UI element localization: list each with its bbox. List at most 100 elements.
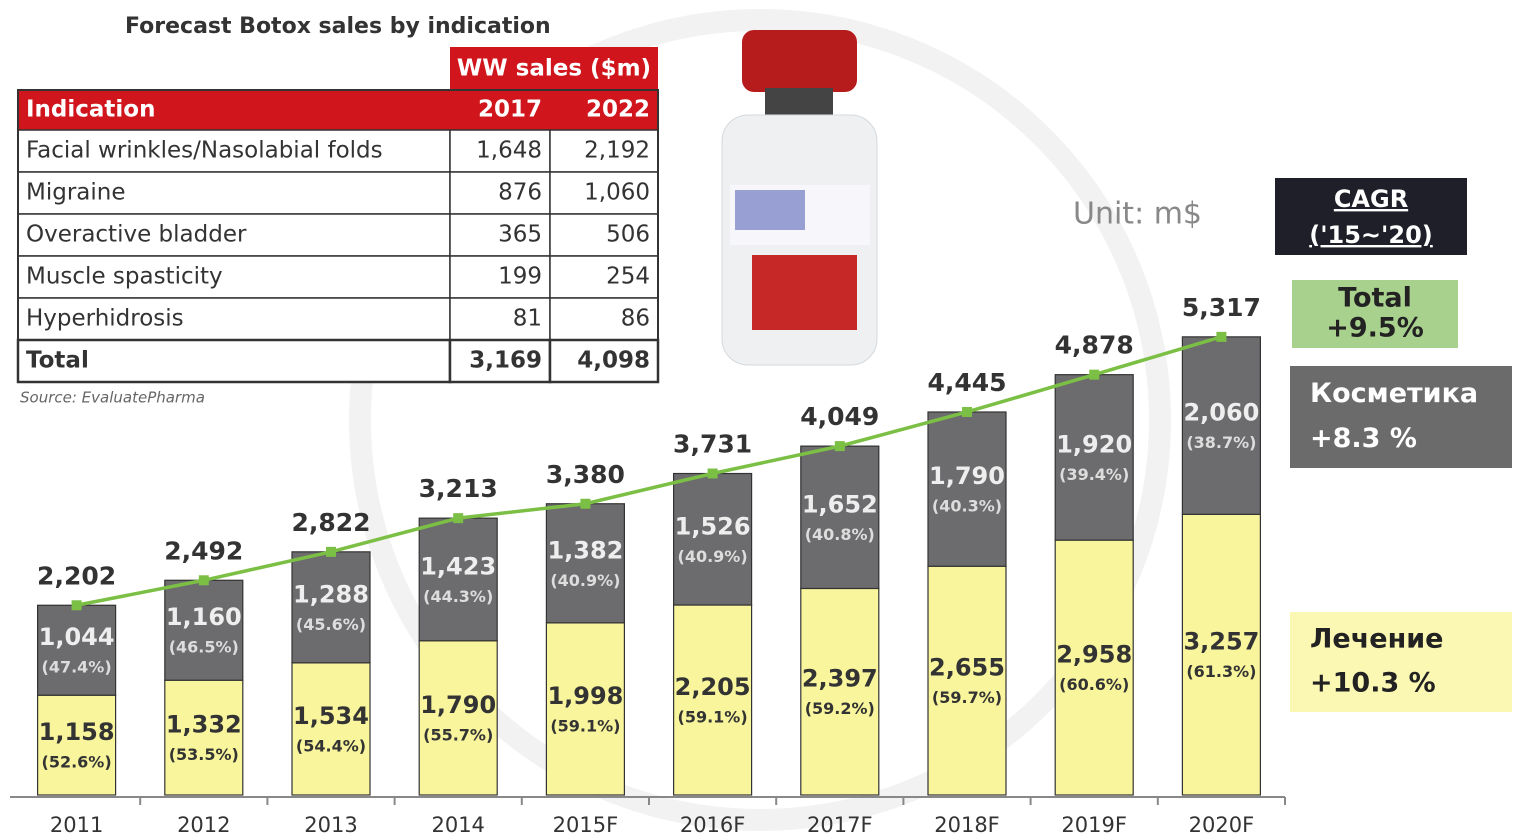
share-label: (40.8%) [805,525,875,544]
total-label: 4,878 [1055,331,1134,360]
table: Forecast Botox sales by indication WW sal… [18,14,658,407]
value-label: 1,526 [675,512,751,540]
value-label: 1,158 [39,718,115,746]
legend-cagr: +8.3 % [1310,423,1417,454]
value-label: 1,652 [802,490,878,518]
share-label: (54.4%) [296,736,366,755]
legend-cagr: +10.3 % [1310,668,1436,699]
value-label: 1,044 [39,623,115,651]
share-label: (46.5%) [169,638,239,657]
table-cell-text: Hyperhidrosis [26,306,184,332]
share-label: (40.3%) [932,497,1002,516]
share-label: (39.4%) [1059,465,1129,484]
value-label: 1,998 [547,682,623,710]
line-marker [1089,370,1099,380]
total-label: 3,731 [673,430,752,459]
table-cell-text: 199 [498,264,542,290]
line-marker [72,600,82,610]
column-header: Indication [26,97,156,123]
x-tick-label: 2019F [1061,813,1127,837]
value-label: 1,288 [293,580,369,608]
value-label: 1,790 [929,462,1005,490]
column-header: 2017 [478,97,542,123]
table-cell-text: 2,192 [584,138,650,164]
line-marker [326,547,336,557]
legend-name: Лечение [1310,624,1443,655]
x-tick-label: 2017F [807,813,873,837]
legend-cagr: +9.5% [1326,312,1424,343]
total-label: 5,317 [1182,293,1261,322]
value-label: 1,423 [420,552,496,580]
value-label: 1,382 [547,536,623,564]
total-label: 3,213 [419,474,498,503]
table-cell-text: 1,648 [476,138,542,164]
total-label: 4,445 [927,368,1006,397]
x-tick-label: 2015F [553,813,619,837]
value-label: 1,332 [166,711,242,739]
share-label: (60.6%) [1059,675,1129,694]
share-label: (44.3%) [423,587,493,606]
value-label: 1,790 [420,691,496,719]
table-cell-text: 506 [606,222,650,248]
total-label: 4,049 [800,402,879,431]
line-marker [708,469,718,479]
share-label: (59.1%) [550,716,620,735]
x-tick-label: 2016F [680,813,746,837]
x-tick-label: 2012 [177,813,230,837]
vial [722,30,877,365]
value-label: 1,920 [1056,430,1132,458]
page: Forecast Botox sales by indication WW sal… [0,0,1513,839]
line-marker [962,407,972,417]
cagr-period: ('15~'20) [1309,221,1433,249]
table-cell-text: 876 [498,180,542,206]
column-header: 2022 [586,97,650,123]
line-marker [835,441,845,451]
x-tick-label: 2020F [1189,813,1255,837]
share-label: (59.2%) [805,699,875,718]
value-label: 1,160 [166,603,242,631]
share-label: (52.6%) [42,753,112,772]
table-cell-text: Overactive bladder [26,222,247,248]
value-label: 1,534 [293,702,369,730]
share-label: (53.5%) [169,745,239,764]
table-cell-text: 4,098 [577,348,650,374]
table-cell-text: 365 [498,222,542,248]
line-marker [453,513,463,523]
table-cell-text: Facial wrinkles/Nasolabial folds [26,138,383,164]
legend-name: Total [1338,283,1412,314]
share-label: (40.9%) [678,547,748,566]
x-tick-label: 2013 [304,813,357,837]
value-label: 2,397 [802,665,878,693]
table-cell-text: Total [26,348,89,374]
table-cell-text: 86 [621,306,650,332]
share-label: (47.4%) [42,658,112,677]
share-label: (40.9%) [550,571,620,590]
share-label: (45.6%) [296,615,366,634]
total-label: 2,822 [291,508,370,537]
x-tick-label: 2011 [50,813,103,837]
table-title: Forecast Botox sales by indication [125,14,551,39]
table-cell-text: 254 [606,264,650,290]
share-label: (59.7%) [932,688,1002,707]
table-cell-text: 81 [513,306,542,332]
share-label: (38.7%) [1186,433,1256,452]
line-marker [1216,332,1226,342]
table-source: Source: EvaluatePharma [20,389,205,407]
group-header: WW sales ($m) [457,56,651,82]
x-tick-label: 2014 [431,813,484,837]
table-cell-text: 3,169 [469,348,542,374]
line-marker [199,575,209,585]
share-label: (61.3%) [1186,662,1256,681]
table-cell-text: 1,060 [584,180,650,206]
value-label: 2,205 [675,673,751,701]
x-tick-label: 2018F [934,813,1000,837]
line-marker [580,499,590,509]
value-label: 2,655 [929,654,1005,682]
value-label: 3,257 [1183,628,1259,656]
share-label: (55.7%) [423,725,493,744]
total-label: 3,380 [546,460,625,489]
table-cell-text: Muscle spasticity [26,264,223,290]
value-label: 2,060 [1183,399,1259,427]
unit-note: Unit: m$ [1073,197,1202,232]
share-label: (59.1%) [678,708,748,727]
